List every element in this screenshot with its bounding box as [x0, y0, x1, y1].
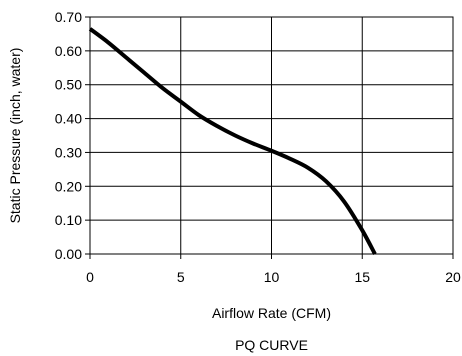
- y-tick-label: 0.30: [55, 144, 82, 160]
- grid-layer: [90, 17, 453, 254]
- tick-layer: 0 5 10 15 20 0.00 0.10 0.20 0.30 0.40 0.50 0.60 0.70: [55, 9, 461, 285]
- chart-title: PQ CURVE: [235, 337, 308, 353]
- x-tick-label: 20: [445, 269, 461, 285]
- y-tick-label: 0.00: [55, 246, 82, 262]
- x-tick-label: 5: [177, 269, 185, 285]
- y-tick-label: 0.70: [55, 9, 82, 25]
- y-tick-label: 0.50: [55, 77, 82, 93]
- y-axis-title: Static Pressure (inch, water): [7, 48, 23, 224]
- x-tick-label: 10: [264, 269, 280, 285]
- x-tick-label: 15: [354, 269, 370, 285]
- x-axis-title: Airflow Rate (CFM): [212, 305, 331, 321]
- pq-curve-line: [88, 27, 377, 255]
- series-layer: [88, 27, 377, 255]
- y-tick-label: 0.40: [55, 111, 82, 127]
- x-tick-label: 0: [86, 269, 94, 285]
- y-tick-label: 0.20: [55, 178, 82, 194]
- y-tick-label: 0.60: [55, 43, 82, 59]
- y-tick-label: 0.10: [55, 212, 82, 228]
